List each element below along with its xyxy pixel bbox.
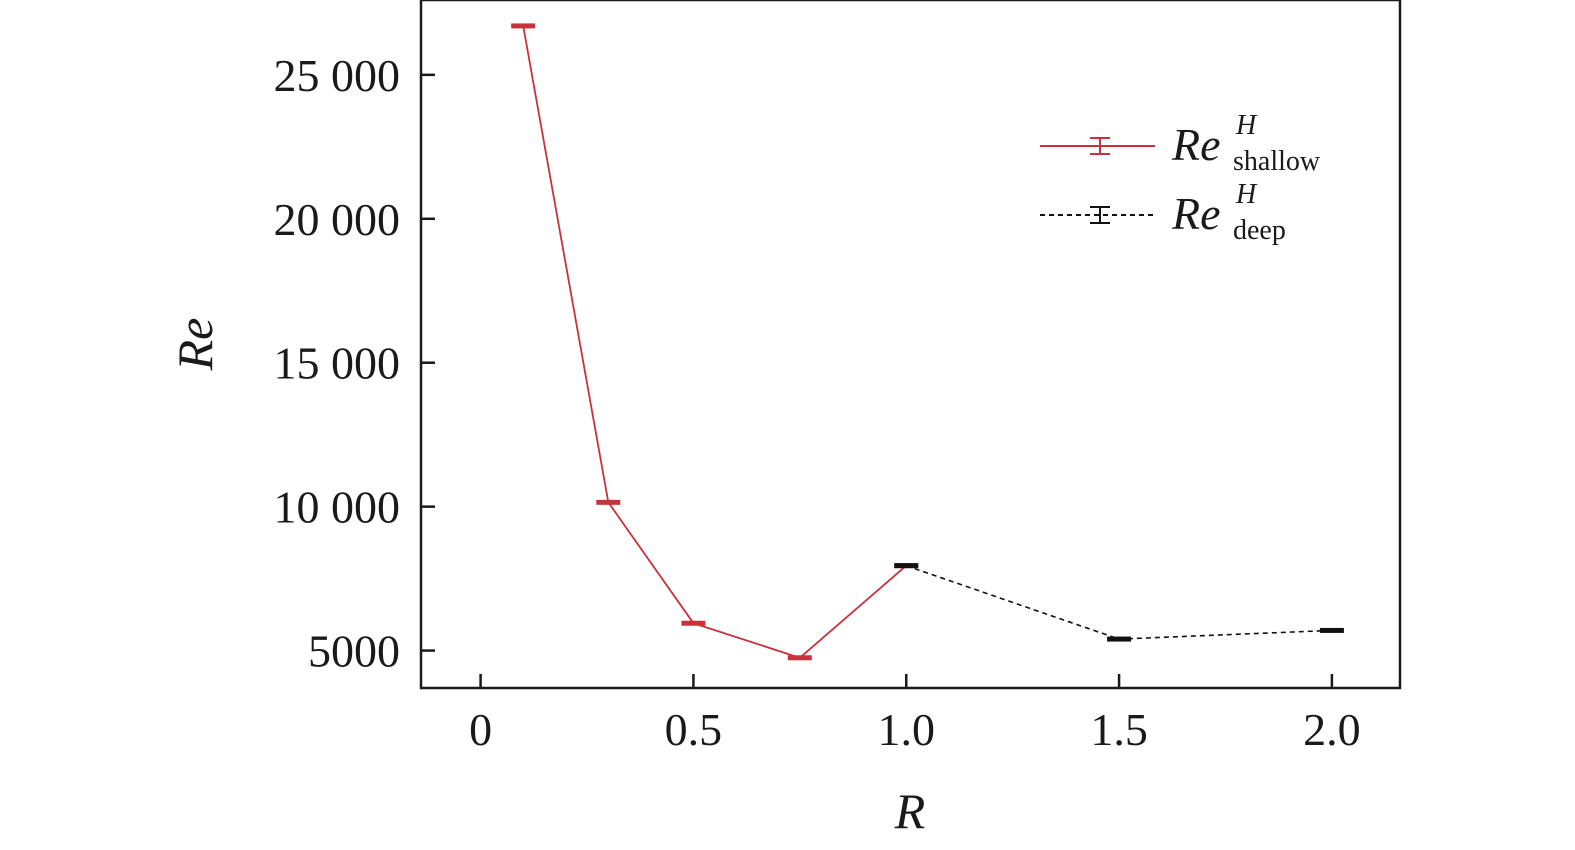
series-line-deep [905, 564, 1332, 640]
legend-subscript-shallow: shallow [1233, 146, 1321, 177]
y-tick-label: 15 000 [274, 338, 401, 389]
legend-superscript-shallow: H [1235, 110, 1258, 141]
y-tick-label: 5000 [308, 626, 400, 677]
x-tick-label: 1.0 [877, 704, 935, 755]
x-tick-label: 0 [469, 704, 492, 755]
y-axis: 5000 10 000 15 000 20 000 25 000 [274, 50, 435, 677]
y-tick-label: 10 000 [274, 482, 401, 533]
data-point-shallow [511, 23, 536, 29]
y-axis-title: Re [167, 318, 223, 372]
legend-subscript-deep: deep [1233, 215, 1286, 246]
y-tick-label: 20 000 [274, 194, 401, 245]
x-axis: 0 0.5 1.0 1.5 2.0 [469, 674, 1361, 755]
x-tick-label: 1.5 [1090, 704, 1148, 755]
data-point-shallow [787, 655, 812, 661]
legend-superscript-deep: H [1235, 179, 1258, 210]
x-tick-label: 2.0 [1303, 704, 1361, 755]
plot-frame [419, 0, 1402, 690]
series-line-shallow [522, 25, 907, 659]
data-point-deep [1107, 636, 1132, 642]
y-tick-label: 25 000 [274, 50, 401, 101]
series-layer [511, 23, 1344, 661]
legend-label-shallow: Re [1171, 119, 1221, 170]
x-tick-label: 0.5 [665, 704, 723, 755]
data-point-deep [894, 563, 919, 569]
data-point-shallow [596, 499, 621, 505]
legend-label-deep: Re [1171, 188, 1221, 239]
data-point-shallow [681, 620, 706, 626]
data-point-deep [1319, 627, 1344, 633]
x-axis-title: R [894, 783, 926, 839]
